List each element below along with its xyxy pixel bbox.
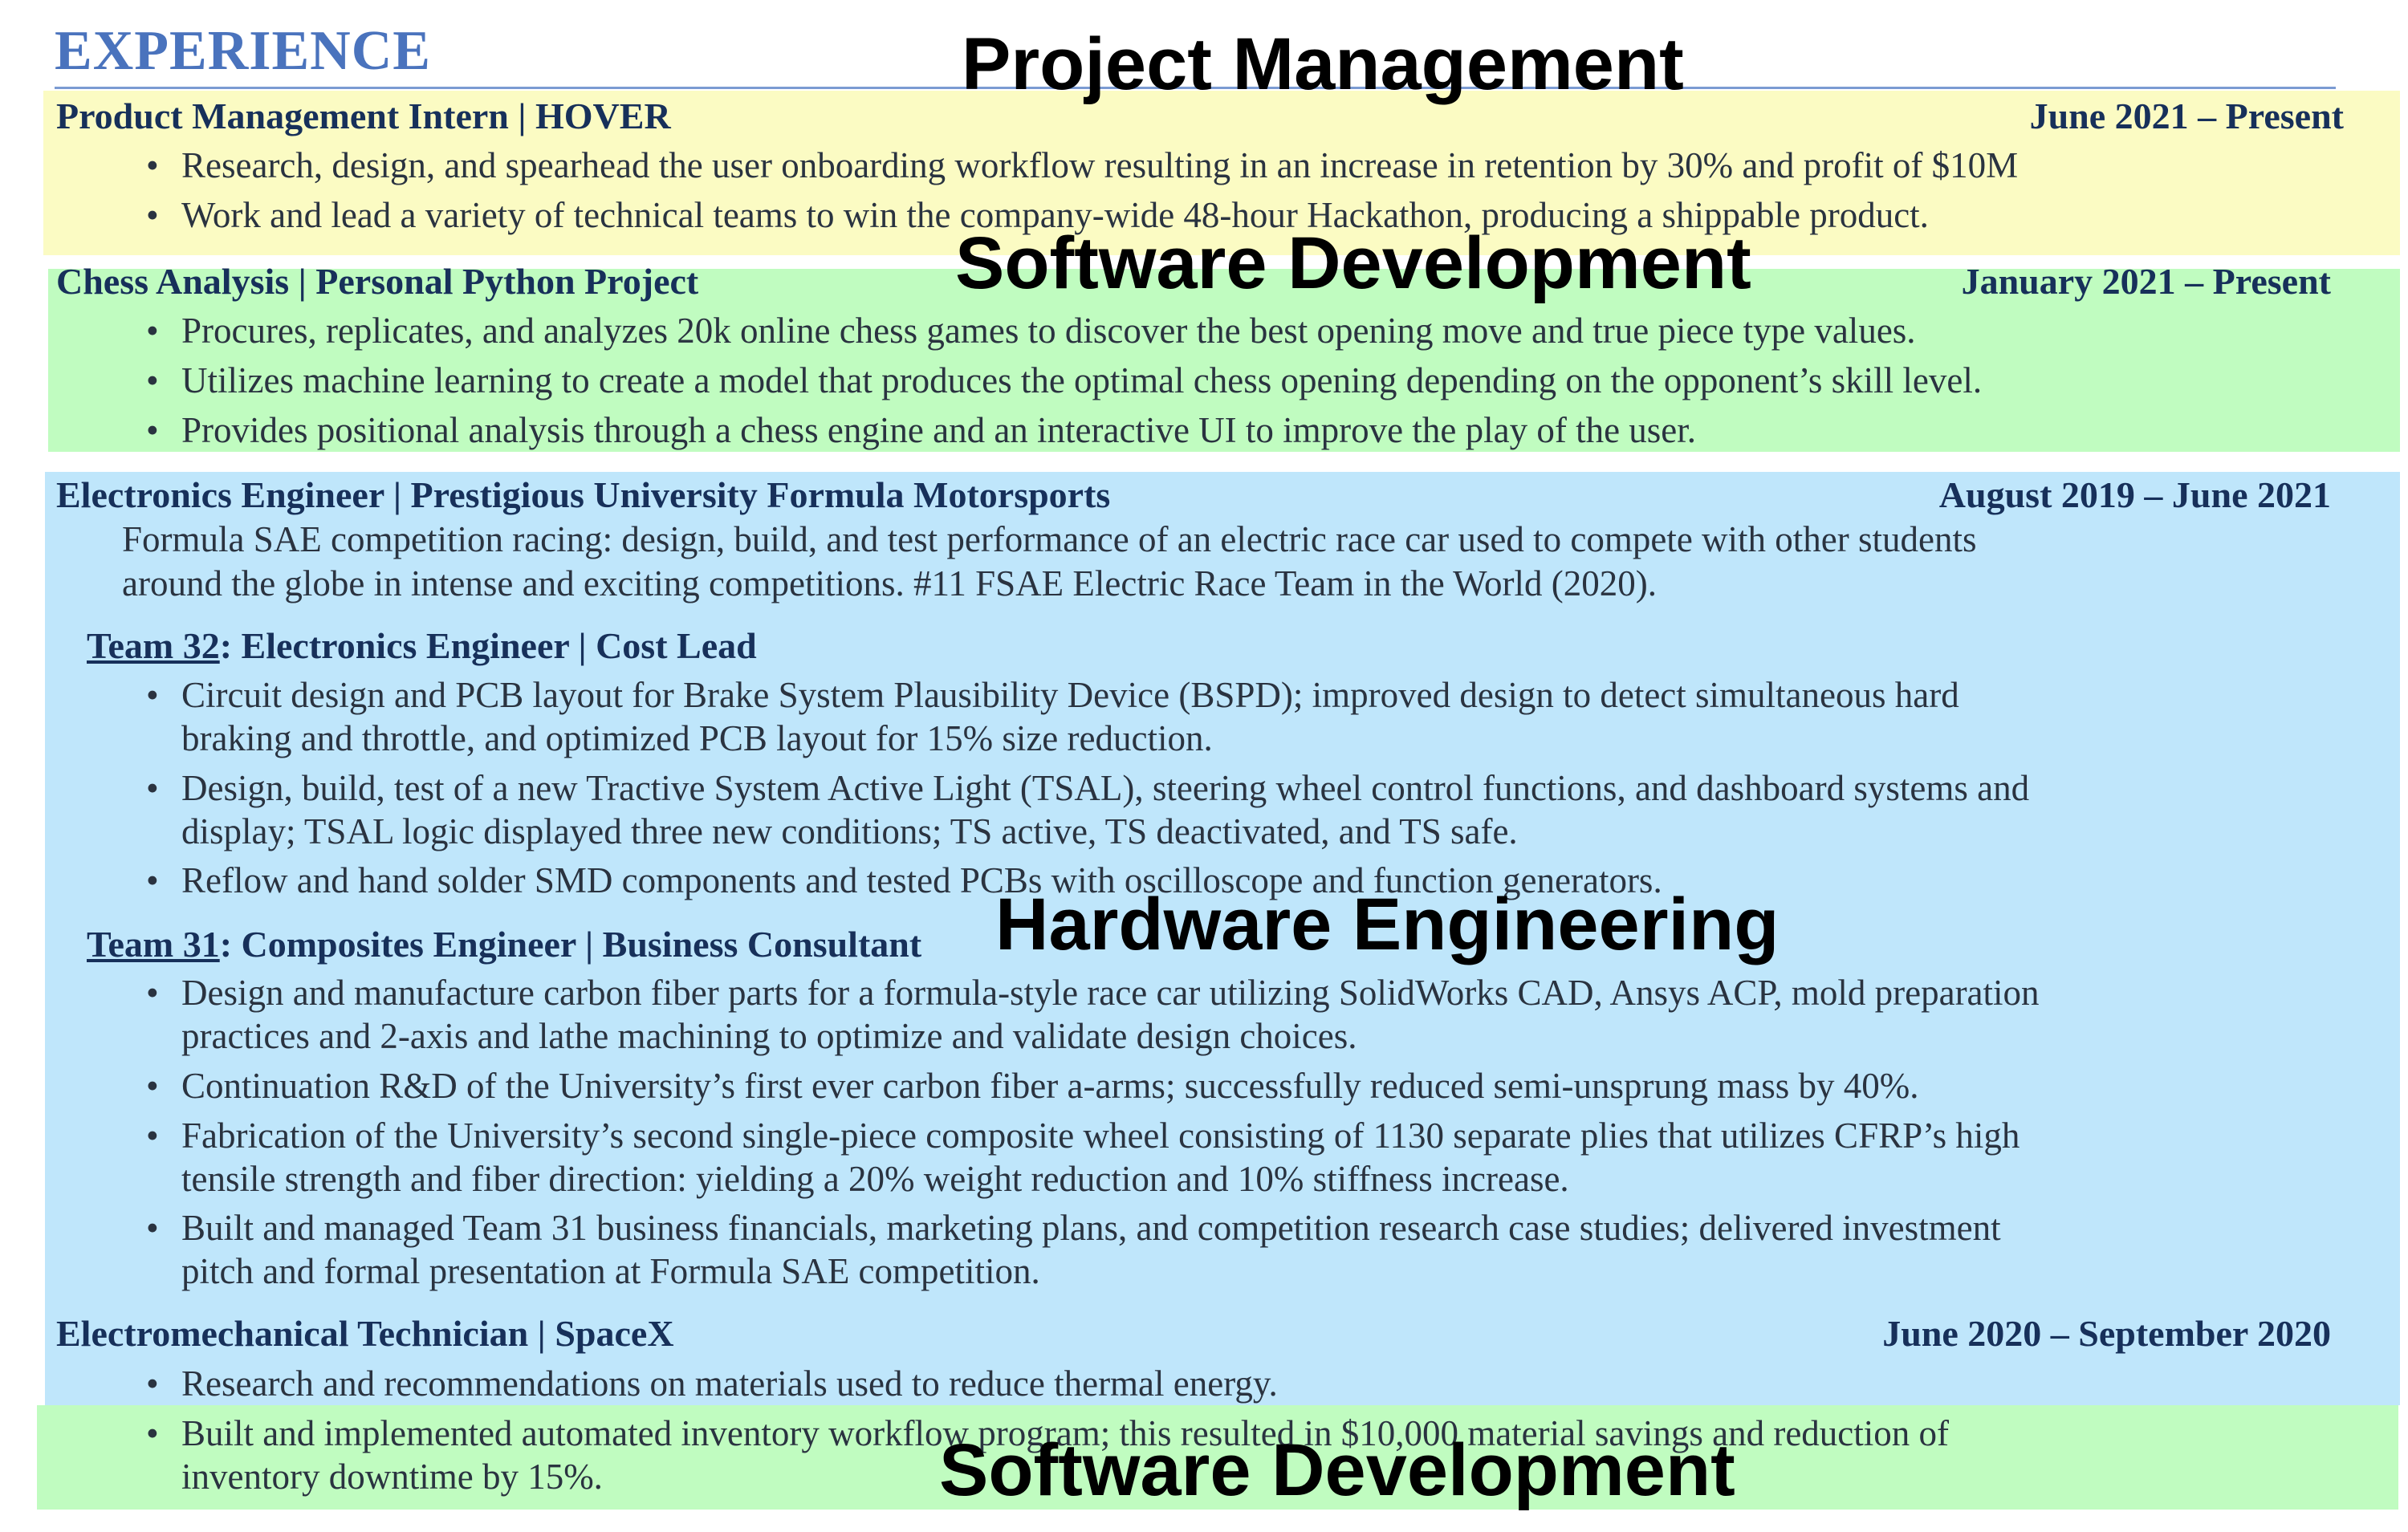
list-item: • Research, design, and spearhead the use… xyxy=(146,145,2019,185)
bullet-dot: • xyxy=(146,973,159,1013)
job-date-chess: January 2021 – Present xyxy=(1961,261,2331,302)
bullet-dot: • xyxy=(146,1208,159,1248)
bullet-dot: • xyxy=(146,311,159,351)
job-title-hover: Product Management Intern | HOVER xyxy=(56,95,671,136)
highlight-band-hardware-engineering xyxy=(45,472,2400,1405)
list-item: • Work and lead a variety of technical te… xyxy=(146,195,1929,235)
team-31-heading: Team 31: Composites Engineer | Business … xyxy=(87,924,922,965)
bullet-dot: • xyxy=(146,1115,159,1156)
overlay-label-project-management: Project Management xyxy=(962,23,1684,105)
job-date-formula: August 2019 – June 2021 xyxy=(1938,474,2331,515)
job-date-hover: June 2021 – Present xyxy=(2029,95,2344,136)
job-description: Formula SAE competition racing: design, … xyxy=(122,519,1977,603)
section-title: EXPERIENCE xyxy=(55,20,431,82)
list-item: • Design, build, test of a new Tractive S… xyxy=(146,768,2030,851)
list-item: • Provides positional analysis through a … xyxy=(146,410,1697,450)
bullet-dot: • xyxy=(146,1363,159,1404)
bullet-dot: • xyxy=(146,145,159,185)
overlay-label-hardware-engineering: Hardware Engineering xyxy=(995,884,1780,965)
highlight-band-software-development-2 xyxy=(37,1405,2398,1510)
job-title-chess: Chess Analysis | Personal Python Project xyxy=(56,261,699,302)
list-item: • Built and managed Team 31 business fina… xyxy=(146,1208,2001,1291)
bullet-dot: • xyxy=(146,1413,159,1453)
team-32-heading: Team 32: Electronics Engineer | Cost Lea… xyxy=(87,625,757,666)
bullet-dot: • xyxy=(146,860,159,900)
bullet-dot: • xyxy=(146,675,159,715)
list-item: • Utilizes machine learning to create a m… xyxy=(146,360,1983,400)
list-item: • Design and manufacture carbon fiber par… xyxy=(146,973,2040,1056)
list-item: • Reflow and hand solder SMD components a… xyxy=(146,860,1662,900)
bullet-dot: • xyxy=(146,195,159,235)
list-item: • Fabrication of the University’s second … xyxy=(146,1115,2020,1199)
list-item: • Continuation R&D of the University’s fi… xyxy=(146,1066,1919,1106)
bullet-dot: • xyxy=(146,768,159,808)
overlay-label-software-development-2: Software Development xyxy=(939,1429,1735,1511)
bullet-dot: • xyxy=(146,410,159,450)
list-item: • Research and recommendations on materia… xyxy=(146,1363,1278,1404)
list-item: • Built and implemented automated invento… xyxy=(146,1413,1950,1497)
section-divider xyxy=(55,87,2336,89)
job-date-spacex: June 2020 – September 2020 xyxy=(1882,1313,2331,1354)
job-title-formula: Electronics Engineer | Prestigious Unive… xyxy=(56,474,1111,515)
job-title-spacex: Electromechanical Technician | SpaceX xyxy=(56,1313,674,1354)
highlight-band-project-management xyxy=(43,91,2400,255)
list-item: • Circuit design and PCB layout for Brake… xyxy=(146,675,1959,758)
list-item: • Procures, replicates, and analyzes 20k … xyxy=(146,311,1916,351)
bullet-dot: • xyxy=(146,1066,159,1106)
highlight-band-software-development xyxy=(48,269,2400,452)
bullet-dot: • xyxy=(146,360,159,400)
overlay-label-software-development: Software Development xyxy=(955,222,1751,304)
